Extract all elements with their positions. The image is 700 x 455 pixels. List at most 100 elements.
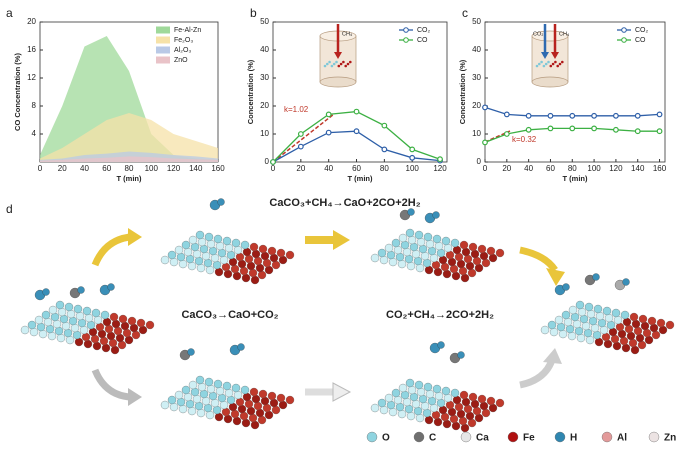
equation: CaCO₃+CH₄→CaO+2CO+2H₂	[269, 197, 420, 209]
atom	[568, 305, 578, 315]
y-tick-label: 0	[265, 157, 270, 166]
atom	[41, 310, 51, 320]
atom	[594, 337, 604, 347]
inset-atom	[335, 60, 338, 64]
molecule	[592, 273, 600, 281]
atom	[604, 313, 614, 323]
atom	[463, 254, 473, 264]
molecule	[432, 211, 440, 219]
marker	[591, 125, 597, 132]
atom	[622, 317, 632, 327]
atom	[210, 398, 220, 408]
atom	[665, 320, 675, 330]
atom	[479, 251, 489, 261]
atom	[205, 265, 215, 275]
atom	[181, 240, 191, 250]
atom	[196, 263, 206, 273]
y-axis-label: CO Concentration (%)	[13, 53, 22, 131]
marker	[613, 112, 619, 119]
atom	[567, 331, 577, 341]
atom	[74, 337, 84, 347]
atom	[178, 259, 188, 269]
marker	[656, 128, 663, 135]
x-tick-label: 100	[145, 164, 159, 173]
atom	[397, 409, 407, 419]
atom	[593, 304, 603, 314]
atom	[239, 411, 249, 421]
atom	[244, 254, 254, 264]
atom	[190, 242, 200, 252]
inset-arrowhead	[551, 52, 559, 59]
atom	[222, 236, 232, 246]
atom	[488, 253, 498, 263]
atom	[52, 319, 62, 329]
atom	[406, 411, 416, 421]
atom	[82, 306, 92, 316]
marker	[547, 125, 554, 132]
atom	[633, 326, 643, 336]
x-tick-label: 0	[38, 164, 43, 173]
area	[40, 156, 218, 162]
atom	[447, 257, 457, 267]
molecule	[562, 283, 570, 291]
atom	[438, 405, 448, 415]
atom	[620, 310, 630, 320]
x-axis-label: T (min)	[117, 174, 142, 183]
atom	[402, 397, 412, 407]
atom	[388, 407, 398, 417]
atom	[554, 315, 564, 325]
atom	[441, 236, 451, 246]
x-tick-label: 80	[380, 164, 389, 173]
legend-label: ZnO	[174, 57, 188, 64]
atom	[377, 398, 387, 408]
catalyst-slab	[370, 228, 505, 283]
marker	[437, 156, 443, 163]
atom	[420, 251, 430, 261]
atom	[233, 390, 243, 400]
atom	[423, 382, 433, 392]
atom	[38, 329, 48, 339]
marker	[613, 126, 619, 133]
atom	[642, 328, 652, 338]
legend-marker	[403, 27, 409, 33]
equation: CO₂+CH₄→2CO+2H₂	[386, 309, 494, 321]
atom	[111, 319, 121, 329]
atom	[221, 407, 231, 417]
atom	[621, 343, 631, 353]
atom	[183, 247, 193, 257]
atom	[477, 394, 487, 404]
atom	[481, 258, 491, 268]
atom	[276, 248, 286, 258]
atom	[192, 394, 202, 404]
atom	[57, 307, 67, 317]
molecule	[622, 278, 630, 286]
atom	[628, 338, 638, 348]
atom	[56, 333, 66, 343]
legend-atom	[413, 431, 425, 443]
y-tick-label: 30	[472, 73, 481, 82]
y-tick-label: 10	[260, 129, 269, 138]
atom	[101, 343, 111, 353]
atom	[638, 314, 648, 324]
atom	[34, 315, 44, 325]
atom	[572, 319, 582, 329]
atom	[442, 269, 452, 279]
atom	[66, 309, 76, 319]
atom	[197, 382, 207, 392]
legend-atom	[460, 431, 472, 443]
atom	[77, 318, 87, 328]
atom	[215, 386, 225, 396]
equation: CaCO₃→CaO+CO₂	[181, 309, 278, 321]
atom	[190, 387, 200, 397]
atom	[285, 395, 295, 405]
atom	[451, 421, 461, 431]
legend-atom	[648, 431, 660, 443]
atom	[434, 391, 444, 401]
atom	[260, 396, 270, 406]
atom	[631, 319, 641, 329]
x-tick-label: 100	[587, 164, 601, 173]
atom	[212, 260, 222, 270]
atom	[206, 384, 216, 394]
x-tick-label: 40	[80, 164, 89, 173]
